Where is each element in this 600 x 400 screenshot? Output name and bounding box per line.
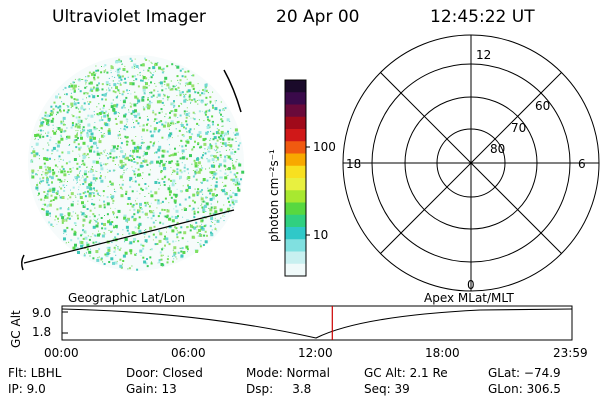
colorbar-swatches bbox=[285, 80, 306, 277]
colorbar-swatch bbox=[285, 141, 306, 154]
color-scale-bar: 100 10 photon cm⁻²s⁻¹ bbox=[267, 79, 336, 277]
disk-speckles bbox=[30, 57, 245, 271]
colorbar-swatch bbox=[285, 239, 306, 252]
dsp-readout: Dsp: 3.8 bbox=[246, 382, 312, 396]
mlat-label-70: 70 bbox=[511, 121, 526, 135]
colorbar-swatch bbox=[285, 251, 306, 265]
door-readout: Door: Closed bbox=[126, 366, 203, 380]
header-bar: Ultraviolet Imager 20 Apr 00 12:45:22 UT bbox=[0, 0, 600, 36]
timeline-axis-label: GC Alt bbox=[9, 310, 23, 348]
limb-arc-upper bbox=[223, 69, 242, 113]
colorbar-swatch bbox=[285, 214, 306, 228]
colorbar-swatch bbox=[285, 165, 306, 179]
ip-readout: IP: 9.0 bbox=[8, 382, 46, 396]
mlt-label-dusk: 18 bbox=[346, 157, 361, 171]
time-tick-0600: 06:00 bbox=[171, 346, 206, 360]
glon-readout: GLon: 306.5 bbox=[488, 382, 561, 396]
colorbar-swatch bbox=[285, 80, 306, 93]
altitude-curve bbox=[61, 308, 573, 339]
colorbar-swatch bbox=[285, 92, 306, 105]
time-tick-0000: 00:00 bbox=[44, 346, 79, 360]
observation-date: 20 Apr 00 bbox=[276, 7, 360, 27]
colorbar-swatch bbox=[285, 129, 306, 142]
mlat-label-80: 80 bbox=[490, 142, 505, 156]
mlt-label-noon: 12 bbox=[476, 48, 491, 62]
mlt-label-midnight: 0 bbox=[467, 278, 475, 292]
colorbar-swatch bbox=[285, 227, 306, 240]
mlat-label-60: 60 bbox=[535, 99, 550, 113]
filter-readout: Flt: LBHL bbox=[8, 366, 62, 380]
colorbar-swatch bbox=[285, 178, 306, 191]
apex-coord-label: Apex MLat/MLT bbox=[424, 291, 514, 305]
mode-readout: Mode: Normal bbox=[246, 366, 330, 380]
time-tick-2359: 23:59 bbox=[553, 346, 588, 360]
colorbar-swatch bbox=[285, 104, 306, 118]
gc-alt-readout: GC Alt: 2.1 Re bbox=[364, 366, 448, 380]
colorbar-swatch bbox=[285, 202, 306, 216]
instrument-title: Ultraviolet Imager bbox=[52, 7, 206, 27]
seq-readout: Seq: 39 bbox=[364, 382, 410, 396]
colorbar-tick-label-100: 100 bbox=[313, 140, 336, 154]
instrument-status-panel: Flt: LBHL IP: 9.0 Door: Closed Gain: 13 … bbox=[0, 362, 600, 400]
terminator-line bbox=[23, 209, 235, 264]
limb-arc-lower bbox=[20, 254, 25, 271]
mlt-label-dawn: 6 bbox=[578, 157, 586, 171]
auroral-image-disk[interactable] bbox=[20, 55, 245, 271]
colorbar-frame bbox=[284, 79, 307, 277]
colorbar-swatch bbox=[285, 190, 306, 203]
time-tick-1800: 18:00 bbox=[425, 346, 460, 360]
timeline-frame bbox=[61, 305, 573, 341]
colorbar-swatch bbox=[285, 263, 306, 277]
colorbar-swatch bbox=[285, 116, 306, 130]
glat-readout: GLat: −74.9 bbox=[488, 366, 561, 380]
observation-time: 12:45:22 UT bbox=[430, 7, 535, 27]
polar-mlt-plot[interactable]: 12 18 6 0 60 70 80 bbox=[342, 34, 600, 292]
gain-readout: Gain: 13 bbox=[126, 382, 177, 396]
polar-diagonal-2 bbox=[380, 72, 562, 254]
alt-tick-label-low: 1.8 bbox=[32, 325, 51, 339]
time-tick-1200: 12:00 bbox=[298, 346, 333, 360]
geographic-coord-label: Geographic Lat/Lon bbox=[68, 291, 185, 305]
orbit-timeline[interactable]: GC Alt 9.0 1.8 Geographic Lat/Lon Apex M… bbox=[9, 291, 588, 360]
colorbar-tick-label-10: 10 bbox=[313, 228, 328, 242]
colorbar-unit-label: photon cm⁻²s⁻¹ bbox=[267, 149, 281, 242]
alt-tick-label-high: 9.0 bbox=[32, 306, 51, 320]
colorbar-swatch bbox=[285, 153, 306, 167]
